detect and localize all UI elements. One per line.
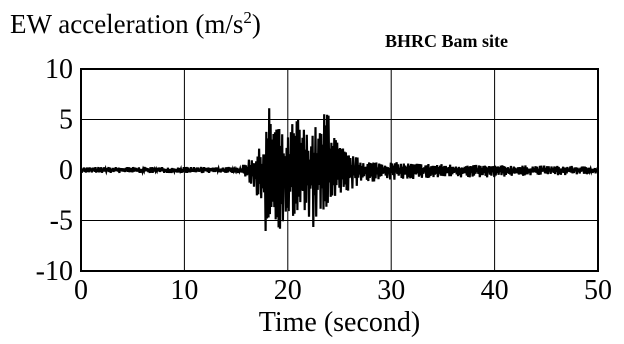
x-tick-label: 50	[584, 275, 612, 306]
x-tick-label: 30	[377, 275, 405, 306]
x-tick-label: 20	[274, 275, 302, 306]
y-axis-label: EW acceleration (m/s2)	[10, 8, 261, 39]
y-tick-label: 5	[59, 105, 73, 136]
x-tick-label: 40	[481, 275, 509, 306]
y-tick-label: 0	[59, 155, 73, 186]
x-tick-label: 0	[74, 275, 88, 306]
plot-frame	[80, 68, 599, 272]
chart-title: BHRC Bam site	[385, 31, 508, 51]
x-tick-label: 10	[170, 275, 198, 306]
y-tick-label: 10	[45, 54, 73, 85]
y-tick-label: -5	[50, 206, 73, 237]
acceleration-series	[79, 108, 599, 232]
y-tick-label: -10	[36, 256, 73, 287]
acceleration-trace	[79, 108, 599, 232]
x-axis-label: Time (second)	[259, 307, 421, 338]
